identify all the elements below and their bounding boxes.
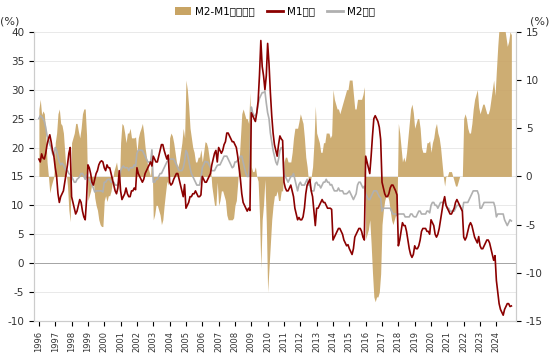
- Text: (%): (%): [530, 16, 550, 26]
- Text: (%): (%): [0, 16, 20, 26]
- Legend: M2-M1（右轴）, M1同比, M2同比: M2-M1（右轴）, M1同比, M2同比: [170, 2, 380, 21]
